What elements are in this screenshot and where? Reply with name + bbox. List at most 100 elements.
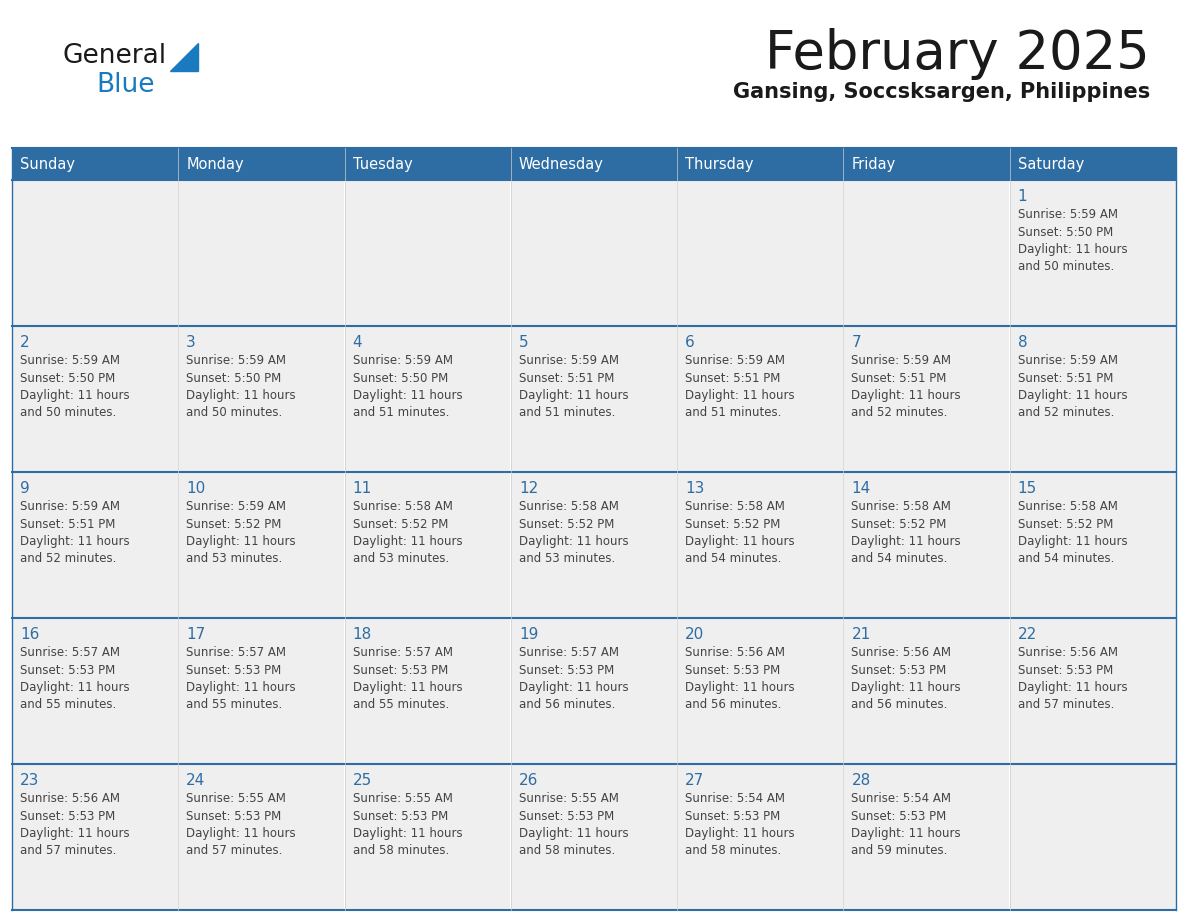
- Bar: [511, 181, 677, 326]
- Text: 5: 5: [519, 335, 529, 350]
- Bar: [345, 619, 511, 764]
- Text: February 2025: February 2025: [765, 28, 1150, 80]
- Bar: [843, 327, 1010, 472]
- Text: Gansing, Soccsksargen, Philippines: Gansing, Soccsksargen, Philippines: [733, 82, 1150, 102]
- Bar: [13, 473, 178, 618]
- Text: 23: 23: [20, 773, 39, 788]
- Text: Thursday: Thursday: [685, 156, 753, 172]
- Text: Sunrise: 5:59 AM
Sunset: 5:50 PM
Daylight: 11 hours
and 50 minutes.: Sunrise: 5:59 AM Sunset: 5:50 PM Dayligh…: [1018, 208, 1127, 274]
- Text: Sunrise: 5:55 AM
Sunset: 5:53 PM
Daylight: 11 hours
and 57 minutes.: Sunrise: 5:55 AM Sunset: 5:53 PM Dayligh…: [187, 792, 296, 857]
- Text: Sunrise: 5:56 AM
Sunset: 5:53 PM
Daylight: 11 hours
and 57 minutes.: Sunrise: 5:56 AM Sunset: 5:53 PM Dayligh…: [20, 792, 129, 857]
- Bar: [178, 181, 345, 326]
- Text: Friday: Friday: [852, 156, 896, 172]
- Text: 24: 24: [187, 773, 206, 788]
- Text: 13: 13: [685, 481, 704, 496]
- Text: Sunrise: 5:58 AM
Sunset: 5:52 PM
Daylight: 11 hours
and 53 minutes.: Sunrise: 5:58 AM Sunset: 5:52 PM Dayligh…: [519, 500, 628, 565]
- Text: 26: 26: [519, 773, 538, 788]
- Text: 9: 9: [20, 481, 30, 496]
- Text: 25: 25: [353, 773, 372, 788]
- Bar: [843, 473, 1010, 618]
- Text: Tuesday: Tuesday: [353, 156, 412, 172]
- Text: Sunrise: 5:57 AM
Sunset: 5:53 PM
Daylight: 11 hours
and 56 minutes.: Sunrise: 5:57 AM Sunset: 5:53 PM Dayligh…: [519, 646, 628, 711]
- Text: Sunrise: 5:59 AM
Sunset: 5:52 PM
Daylight: 11 hours
and 53 minutes.: Sunrise: 5:59 AM Sunset: 5:52 PM Dayligh…: [187, 500, 296, 565]
- Text: Sunrise: 5:59 AM
Sunset: 5:51 PM
Daylight: 11 hours
and 51 minutes.: Sunrise: 5:59 AM Sunset: 5:51 PM Dayligh…: [519, 354, 628, 420]
- Text: 12: 12: [519, 481, 538, 496]
- Text: Sunrise: 5:54 AM
Sunset: 5:53 PM
Daylight: 11 hours
and 58 minutes.: Sunrise: 5:54 AM Sunset: 5:53 PM Dayligh…: [685, 792, 795, 857]
- Text: 3: 3: [187, 335, 196, 350]
- Text: Sunrise: 5:59 AM
Sunset: 5:50 PM
Daylight: 11 hours
and 50 minutes.: Sunrise: 5:59 AM Sunset: 5:50 PM Dayligh…: [187, 354, 296, 420]
- Text: Sunrise: 5:54 AM
Sunset: 5:53 PM
Daylight: 11 hours
and 59 minutes.: Sunrise: 5:54 AM Sunset: 5:53 PM Dayligh…: [852, 792, 961, 857]
- Text: Monday: Monday: [187, 156, 244, 172]
- Text: 27: 27: [685, 773, 704, 788]
- Text: 15: 15: [1018, 481, 1037, 496]
- Text: Sunrise: 5:58 AM
Sunset: 5:52 PM
Daylight: 11 hours
and 54 minutes.: Sunrise: 5:58 AM Sunset: 5:52 PM Dayligh…: [852, 500, 961, 565]
- Text: 22: 22: [1018, 627, 1037, 642]
- Bar: [843, 619, 1010, 764]
- Text: 1: 1: [1018, 189, 1028, 204]
- Bar: [13, 619, 178, 764]
- Text: General: General: [62, 43, 166, 69]
- Bar: [511, 473, 677, 618]
- Text: 6: 6: [685, 335, 695, 350]
- Bar: [1010, 619, 1175, 764]
- Bar: [178, 765, 345, 910]
- Text: 19: 19: [519, 627, 538, 642]
- Bar: [677, 181, 843, 326]
- Text: 28: 28: [852, 773, 871, 788]
- Text: Sunrise: 5:56 AM
Sunset: 5:53 PM
Daylight: 11 hours
and 57 minutes.: Sunrise: 5:56 AM Sunset: 5:53 PM Dayligh…: [1018, 646, 1127, 711]
- Text: 2: 2: [20, 335, 30, 350]
- Text: Sunrise: 5:59 AM
Sunset: 5:51 PM
Daylight: 11 hours
and 51 minutes.: Sunrise: 5:59 AM Sunset: 5:51 PM Dayligh…: [685, 354, 795, 420]
- Bar: [843, 181, 1010, 326]
- Text: 17: 17: [187, 627, 206, 642]
- Text: 21: 21: [852, 627, 871, 642]
- Text: Wednesday: Wednesday: [519, 156, 604, 172]
- Bar: [178, 327, 345, 472]
- Bar: [677, 619, 843, 764]
- Bar: [345, 473, 511, 618]
- Bar: [677, 765, 843, 910]
- Text: Sunrise: 5:57 AM
Sunset: 5:53 PM
Daylight: 11 hours
and 55 minutes.: Sunrise: 5:57 AM Sunset: 5:53 PM Dayligh…: [187, 646, 296, 711]
- Text: Sunrise: 5:57 AM
Sunset: 5:53 PM
Daylight: 11 hours
and 55 minutes.: Sunrise: 5:57 AM Sunset: 5:53 PM Dayligh…: [353, 646, 462, 711]
- Bar: [1010, 765, 1175, 910]
- Bar: [677, 473, 843, 618]
- Bar: [1010, 181, 1175, 326]
- Text: 18: 18: [353, 627, 372, 642]
- Text: 8: 8: [1018, 335, 1028, 350]
- Bar: [511, 619, 677, 764]
- Text: 7: 7: [852, 335, 861, 350]
- Bar: [345, 765, 511, 910]
- Text: Sunrise: 5:55 AM
Sunset: 5:53 PM
Daylight: 11 hours
and 58 minutes.: Sunrise: 5:55 AM Sunset: 5:53 PM Dayligh…: [353, 792, 462, 857]
- Bar: [345, 327, 511, 472]
- Text: Blue: Blue: [96, 72, 154, 98]
- Text: Sunrise: 5:59 AM
Sunset: 5:50 PM
Daylight: 11 hours
and 50 minutes.: Sunrise: 5:59 AM Sunset: 5:50 PM Dayligh…: [20, 354, 129, 420]
- Text: Saturday: Saturday: [1018, 156, 1083, 172]
- Text: Sunrise: 5:59 AM
Sunset: 5:51 PM
Daylight: 11 hours
and 52 minutes.: Sunrise: 5:59 AM Sunset: 5:51 PM Dayligh…: [1018, 354, 1127, 420]
- Bar: [1010, 327, 1175, 472]
- Polygon shape: [170, 43, 198, 71]
- Text: 14: 14: [852, 481, 871, 496]
- Text: 4: 4: [353, 335, 362, 350]
- Text: Sunrise: 5:59 AM
Sunset: 5:51 PM
Daylight: 11 hours
and 52 minutes.: Sunrise: 5:59 AM Sunset: 5:51 PM Dayligh…: [852, 354, 961, 420]
- Text: 10: 10: [187, 481, 206, 496]
- Bar: [843, 765, 1010, 910]
- Bar: [511, 327, 677, 472]
- Text: 16: 16: [20, 627, 39, 642]
- Text: 20: 20: [685, 627, 704, 642]
- Bar: [13, 765, 178, 910]
- Text: Sunrise: 5:59 AM
Sunset: 5:50 PM
Daylight: 11 hours
and 51 minutes.: Sunrise: 5:59 AM Sunset: 5:50 PM Dayligh…: [353, 354, 462, 420]
- Text: Sunrise: 5:56 AM
Sunset: 5:53 PM
Daylight: 11 hours
and 56 minutes.: Sunrise: 5:56 AM Sunset: 5:53 PM Dayligh…: [685, 646, 795, 711]
- Text: Sunday: Sunday: [20, 156, 75, 172]
- Bar: [1010, 473, 1175, 618]
- Bar: [13, 327, 178, 472]
- Bar: [511, 765, 677, 910]
- Text: Sunrise: 5:56 AM
Sunset: 5:53 PM
Daylight: 11 hours
and 56 minutes.: Sunrise: 5:56 AM Sunset: 5:53 PM Dayligh…: [852, 646, 961, 711]
- Text: Sunrise: 5:57 AM
Sunset: 5:53 PM
Daylight: 11 hours
and 55 minutes.: Sunrise: 5:57 AM Sunset: 5:53 PM Dayligh…: [20, 646, 129, 711]
- Bar: [12, 148, 1176, 180]
- Bar: [178, 473, 345, 618]
- Bar: [178, 619, 345, 764]
- Bar: [345, 181, 511, 326]
- Bar: [677, 327, 843, 472]
- Text: Sunrise: 5:58 AM
Sunset: 5:52 PM
Daylight: 11 hours
and 53 minutes.: Sunrise: 5:58 AM Sunset: 5:52 PM Dayligh…: [353, 500, 462, 565]
- Bar: [13, 181, 178, 326]
- Text: Sunrise: 5:55 AM
Sunset: 5:53 PM
Daylight: 11 hours
and 58 minutes.: Sunrise: 5:55 AM Sunset: 5:53 PM Dayligh…: [519, 792, 628, 857]
